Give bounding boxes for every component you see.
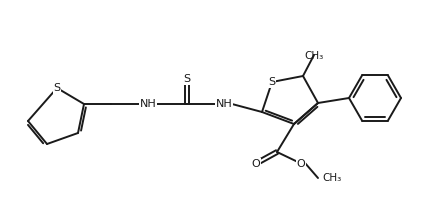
Text: O: O (252, 159, 260, 169)
Text: CH₃: CH₃ (322, 173, 341, 183)
Text: S: S (184, 74, 190, 84)
Text: S: S (54, 83, 61, 93)
Text: S: S (268, 77, 276, 87)
Text: CH₃: CH₃ (304, 51, 324, 61)
Text: NH: NH (140, 99, 156, 109)
Text: NH: NH (216, 99, 232, 109)
Text: O: O (297, 159, 305, 169)
